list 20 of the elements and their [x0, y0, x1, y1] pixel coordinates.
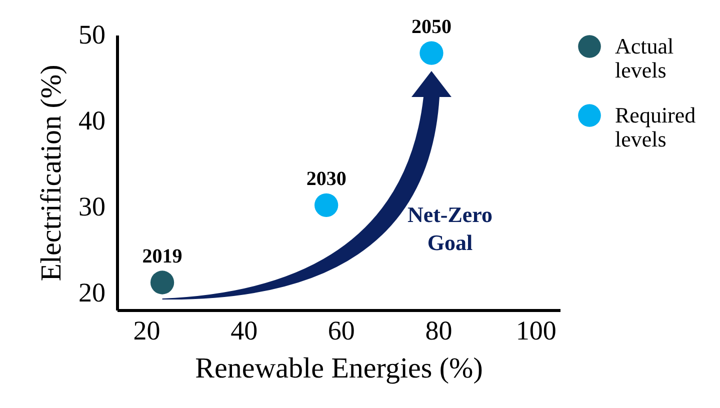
- x-tick-label: 60: [328, 316, 355, 346]
- y-tick-label: 50: [78, 20, 106, 50]
- x-axis-title: Renewable Energies (%): [195, 352, 483, 384]
- point: [314, 193, 338, 217]
- x-tick-label: 100: [516, 316, 556, 346]
- y-axis-title: Electrification (%): [36, 64, 68, 282]
- point: [420, 41, 444, 65]
- annotation: 2030: [306, 168, 346, 190]
- y-tick-label: 40: [78, 105, 106, 136]
- x-tick-label: 40: [230, 316, 258, 346]
- legend-label: Required levels: [615, 102, 696, 152]
- legend-label: Actual levels: [615, 34, 674, 82]
- annotation: 2050: [411, 16, 452, 38]
- point: [150, 270, 174, 294]
- y-tick-label: 30: [78, 191, 106, 222]
- annotation: 2019: [142, 246, 182, 268]
- y-tick-label: 20: [78, 277, 106, 308]
- x-tick-label: 20: [133, 316, 160, 346]
- annotation: Net-Zero Goal: [407, 202, 493, 255]
- x-tick-label: 80: [425, 316, 452, 346]
